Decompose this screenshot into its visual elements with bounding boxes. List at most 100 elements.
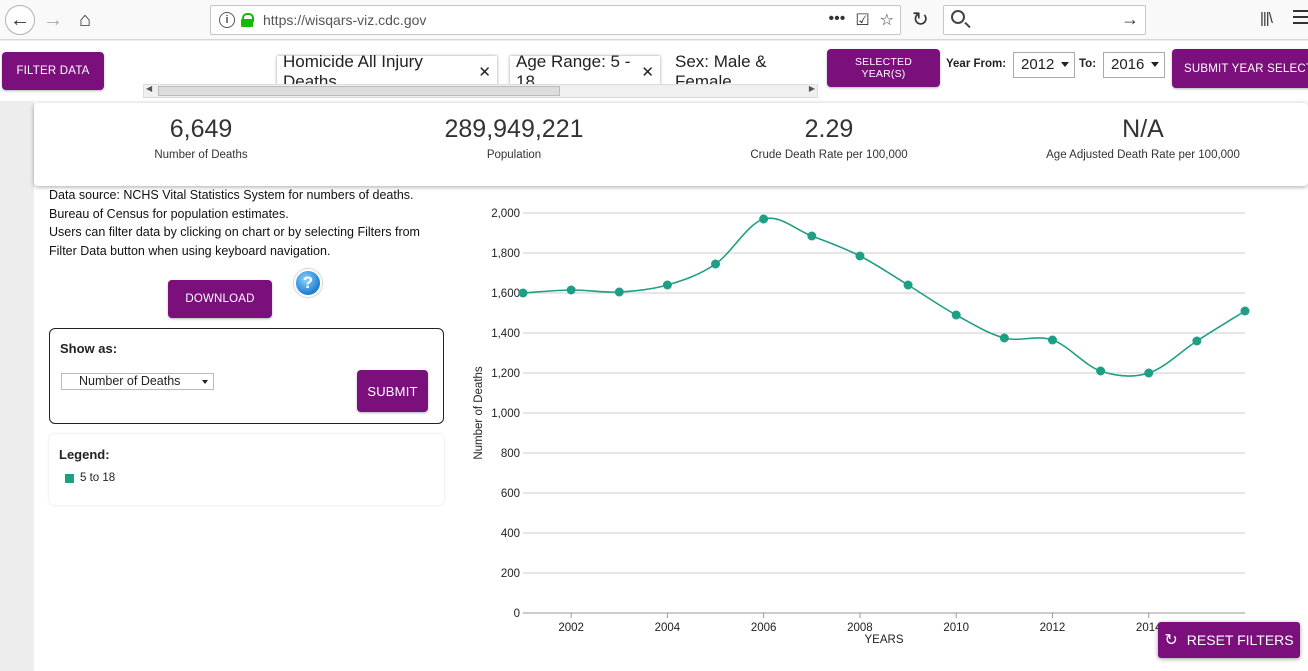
chevron-down-icon (1061, 62, 1069, 67)
x-tick-label: 2010 (943, 622, 969, 634)
deaths-line-chart[interactable]: 0 200 400 600 800 1,000 1,200 1,400 1,600 1,800 2,… (460, 195, 1260, 655)
note-line: Bureau of Census for population estimate… (49, 206, 289, 221)
y-tick-label: 1,000 (491, 408, 520, 420)
pocket-icon[interactable]: ☑ (855, 12, 870, 29)
x-tick-label: 2012 (1040, 622, 1066, 634)
y-tick-label: 600 (501, 488, 520, 500)
x-tick-label: 2002 (558, 622, 584, 634)
y-axis-label: Number of Deaths (473, 366, 485, 460)
stat-population: 289,949,221 Population (414, 115, 614, 161)
note-line: Users can filter data by clicking on cha… (49, 225, 420, 240)
data-point[interactable] (1096, 366, 1106, 376)
forward-icon[interactable]: → (43, 8, 63, 31)
stat-label: Age Adjusted Death Rate per 100,000 (1046, 149, 1240, 161)
show-as-value: Number of Deaths (79, 374, 181, 388)
x-tick-label: 2014 (1136, 622, 1162, 634)
data-point[interactable] (1192, 336, 1202, 346)
year-from-label: Year From: (946, 58, 1007, 70)
chip-scrollbar[interactable]: ◀ ▶ (143, 84, 818, 98)
data-point[interactable] (711, 259, 721, 269)
chevron-down-icon (202, 380, 208, 384)
data-point[interactable] (614, 287, 624, 297)
show-as-select[interactable]: Number of Deaths (61, 373, 214, 390)
library-icon[interactable]: |||\ (1260, 10, 1273, 27)
note-line: Data source: NCHS Vital Statistics Syste… (49, 188, 414, 202)
back-icon[interactable]: ← (5, 5, 35, 35)
hamburger-menu-icon[interactable] (1293, 10, 1308, 28)
home-icon[interactable]: ⌂ (78, 8, 92, 31)
reset-filters-button[interactable]: ↻ RESET FILTERS (1158, 622, 1300, 658)
year-to-value: 2016 (1111, 56, 1145, 73)
y-tick-label: 1,400 (491, 328, 520, 340)
filter-chip-injury[interactable]: Homicide All Injury Deaths ✕ (277, 52, 497, 91)
data-point[interactable] (662, 280, 672, 290)
x-axis-label: YEARS (865, 634, 904, 646)
year-to-label: To: (1079, 58, 1097, 70)
data-point[interactable] (1240, 306, 1250, 316)
data-source-note: Data source: NCHS Vital Statistics Syste… (49, 186, 449, 261)
reload-icon[interactable]: ↻ (912, 9, 929, 31)
year-from-value: 2012 (1021, 56, 1055, 73)
note-line: Filter Data button when using keyboard n… (49, 244, 331, 259)
scroll-right-icon[interactable]: ▶ (808, 84, 815, 93)
data-point[interactable] (1144, 368, 1154, 378)
close-icon[interactable]: ✕ (641, 64, 654, 81)
data-point[interactable] (518, 288, 528, 298)
x-tick-label: 2008 (847, 622, 873, 634)
stat-label: Crude Death Rate per 100,000 (750, 149, 908, 161)
stat-label: Number of Deaths (154, 149, 248, 161)
address-bar[interactable]: i https://wisqars-viz.cdc.gov ••• ☑ ☆ (210, 5, 901, 35)
selected-years-button[interactable]: SELECTED YEAR(S) (827, 49, 940, 87)
year-from-select[interactable]: 2012 (1013, 52, 1075, 78)
lock-icon (241, 13, 254, 27)
url-text: https://wisqars-viz.cdc.gov (263, 12, 427, 28)
x-tick-label: 2004 (655, 622, 681, 634)
search-input[interactable]: → (943, 5, 1146, 35)
show-as-panel: Show as: Number of Deaths SUBMIT (49, 328, 444, 424)
scrollbar-thumb[interactable] (158, 86, 560, 96)
page-actions-icon[interactable]: ••• (828, 10, 846, 27)
y-tick-label: 800 (501, 448, 520, 460)
stat-value: 289,949,221 (444, 115, 584, 143)
data-point[interactable] (999, 333, 1009, 343)
bookmark-star-icon[interactable]: ☆ (879, 12, 894, 29)
browser-toolbar: ← → ⌂ i https://wisqars-viz.cdc.gov ••• … (0, 0, 1308, 40)
help-icon[interactable]: ? (294, 269, 322, 297)
legend-item[interactable]: 5 to 18 (65, 472, 115, 484)
y-tick-label: 400 (501, 528, 520, 540)
search-icon (951, 10, 965, 24)
legend-title: Legend: (59, 447, 110, 462)
filter-toolbar: FILTER DATA Homicide All Injury Deaths ✕… (0, 41, 1308, 101)
data-point[interactable] (566, 285, 576, 295)
scroll-left-icon[interactable]: ◀ (146, 84, 153, 93)
stat-age-adjusted-rate: N/A Age Adjusted Death Rate per 100,000 (1034, 115, 1252, 161)
download-button[interactable]: DOWNLOAD (168, 280, 272, 318)
y-tick-label: 1,600 (491, 288, 520, 300)
show-as-title: Show as: (60, 341, 118, 356)
data-point[interactable] (855, 251, 865, 261)
refresh-icon: ↻ (1164, 632, 1178, 649)
stat-value: N/A (1122, 115, 1164, 143)
legend-panel: Legend: 5 to 18 (49, 434, 444, 505)
search-go-icon[interactable]: → (1121, 9, 1139, 29)
chevron-down-icon (1151, 62, 1159, 67)
y-tick-label: 0 (514, 608, 520, 620)
info-icon[interactable]: i (219, 12, 235, 28)
filter-data-button[interactable]: FILTER DATA (2, 52, 104, 90)
y-tick-label: 1,200 (491, 368, 520, 380)
year-to-select[interactable]: 2016 (1103, 52, 1165, 78)
data-point[interactable] (807, 231, 817, 241)
data-point[interactable] (1047, 335, 1057, 345)
submit-year-selection-button[interactable]: SUBMIT YEAR SELECTION (1172, 49, 1308, 88)
stat-crude-rate: 2.29 Crude Death Rate per 100,000 (724, 115, 934, 161)
data-point[interactable] (951, 310, 961, 320)
legend-label: 5 to 18 (80, 472, 116, 484)
submit-button[interactable]: SUBMIT (357, 370, 428, 412)
close-icon[interactable]: ✕ (478, 64, 491, 81)
stat-value: 2.29 (804, 115, 854, 143)
series-line (522, 217, 1246, 377)
y-tick-label: 2,000 (491, 208, 520, 220)
data-point[interactable] (903, 280, 913, 290)
data-point[interactable] (759, 214, 769, 224)
stat-value: 6,649 (169, 115, 233, 143)
